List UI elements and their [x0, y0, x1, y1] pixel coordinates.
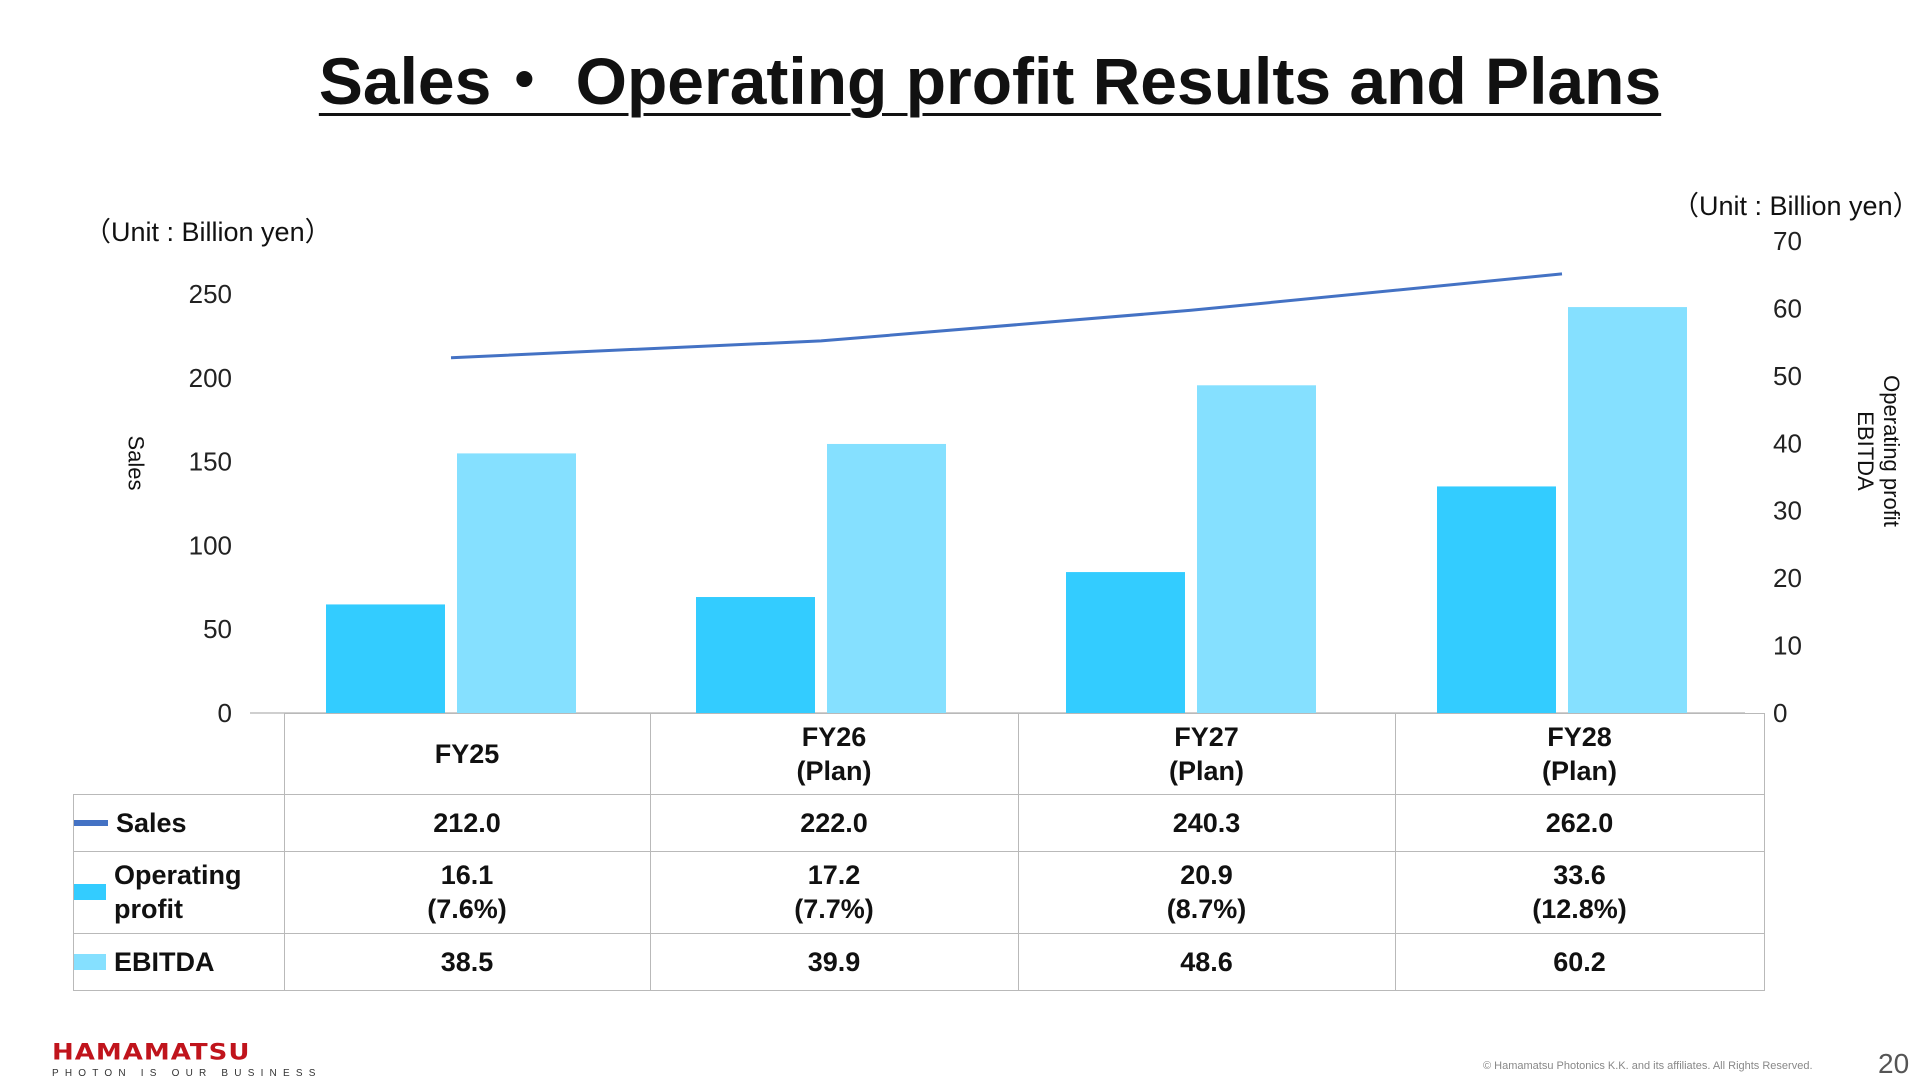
- row-label-line2: profit: [114, 894, 183, 924]
- table-cell: 20.9 (8.7%): [1017, 850, 1396, 934]
- row-header-ebitda: EBITDA: [73, 932, 285, 991]
- page-number: 20: [1878, 1048, 1910, 1079]
- right-axis-tick-label: 50: [1773, 361, 1802, 391]
- row-label-line1: Operating: [114, 860, 242, 890]
- left-axis-tick-label: 100: [189, 530, 232, 560]
- right-axis-tick-label: 60: [1773, 293, 1802, 323]
- logo-wordmark: HAMAMATSU: [52, 1040, 251, 1066]
- table-corner-cell: [73, 713, 285, 795]
- column-header-line2: (Plan): [796, 755, 872, 786]
- column-header: FY28 (Plan): [1394, 713, 1765, 795]
- cell-value: 17.2: [807, 860, 861, 890]
- column-header-line1: FY25: [434, 738, 500, 769]
- cell-percent: (7.7%): [794, 894, 874, 924]
- logo-tagline: PHOTON IS OUR BUSINESS: [52, 1068, 322, 1079]
- operating-profit-bar: [1066, 572, 1185, 713]
- column-header-line1: FY27: [1174, 721, 1239, 752]
- right-axis-tick-label: 20: [1773, 563, 1802, 593]
- row-header-sales: Sales: [73, 793, 285, 852]
- table-cell: 33.6 (12.8%): [1394, 850, 1765, 934]
- column-header: FY25: [283, 713, 651, 795]
- column-header: FY27 (Plan): [1017, 713, 1396, 795]
- column-header-line2: (Plan): [1168, 755, 1244, 786]
- row-label: Operating profit: [114, 858, 242, 926]
- column-header-line1: FY28: [1547, 721, 1612, 752]
- cell-percent: (8.7%): [1166, 894, 1247, 924]
- table-cell: 17.2 (7.7%): [649, 850, 1019, 934]
- table-cell: 39.9: [649, 932, 1019, 991]
- right-axis-tick-label: 0: [1773, 698, 1787, 728]
- page-title: Sales・ Operating profit Results and Plan…: [318, 44, 1662, 118]
- cell-percent: (12.8%): [1532, 894, 1627, 924]
- ebitda-bar: [1197, 385, 1316, 713]
- left-unit-label: （Unit : Billion yen）: [84, 217, 332, 247]
- table-cell: 48.6: [1017, 932, 1396, 991]
- left-axis-tick-label: 250: [189, 279, 232, 309]
- ebitda-legend-key: [74, 954, 106, 971]
- copyright-notice: © Hamamatsu Photonics K.K. and its affil…: [1483, 1060, 1813, 1072]
- table-cell: 16.1 (7.6%): [283, 850, 651, 934]
- operating-profit-legend-key: [74, 884, 106, 900]
- table-row-operating-profit: Operating profit 16.1 (7.6%) 17.2 (7.7%) 20…: [73, 850, 1765, 934]
- table-header-row: FY25 FY26 (Plan) FY27 (Plan) FY28 (Plan): [73, 713, 1765, 795]
- operating-profit-bar: [326, 604, 445, 713]
- table-row-sales: Sales 212.0 222.0 240.3 262.0: [73, 793, 1765, 852]
- left-axis-tick-label: 200: [189, 363, 232, 393]
- right-axis-tick-label: 40: [1773, 428, 1802, 458]
- right-unit-label: （Unit : Billion yen）: [1672, 191, 1920, 221]
- table-cell: 38.5: [283, 932, 651, 991]
- table-row-ebitda: EBITDA 38.5 39.9 48.6 60.2: [73, 932, 1765, 991]
- table-cell: 212.0: [283, 793, 651, 852]
- ebitda-bar: [1568, 307, 1687, 713]
- row-label: EBITDA: [114, 947, 215, 978]
- cell-percent: (7.6%): [427, 894, 507, 924]
- right-axis-tick-label: 10: [1773, 631, 1802, 661]
- column-header: FY26 (Plan): [649, 713, 1019, 795]
- data-table: FY25 FY26 (Plan) FY27 (Plan) FY28 (Plan) Sa…: [73, 713, 1765, 991]
- sales-legend-key: [74, 820, 108, 827]
- left-axis-tick-label: 150: [189, 447, 232, 477]
- row-label: Sales: [116, 808, 187, 839]
- cell-value: 33.6: [1553, 860, 1606, 890]
- column-header-line2: (Plan): [1541, 755, 1617, 786]
- operating-profit-bar: [1437, 486, 1556, 713]
- sales-line: [450, 272, 1563, 360]
- operating-profit-bar: [696, 597, 815, 713]
- right-axis-tick-label: 70: [1773, 226, 1802, 256]
- cell-value: 16.1: [440, 860, 494, 890]
- ebitda-bar: [827, 443, 946, 713]
- table-cell: 240.3: [1017, 793, 1396, 852]
- table-cell: 262.0: [1394, 793, 1765, 852]
- table-cell: 60.2: [1394, 932, 1765, 991]
- company-logo: HAMAMATSU PHOTON IS OUR BUSINESS: [52, 1040, 322, 1079]
- cell-value: 20.9: [1180, 860, 1233, 890]
- row-header-operating-profit: Operating profit: [73, 850, 285, 934]
- right-axis-tick-label: 30: [1773, 496, 1802, 526]
- left-axis-tick-label: 50: [203, 614, 232, 644]
- table-cell: 222.0: [649, 793, 1019, 852]
- ebitda-bar: [457, 453, 576, 713]
- column-header-line1: FY26: [801, 721, 867, 752]
